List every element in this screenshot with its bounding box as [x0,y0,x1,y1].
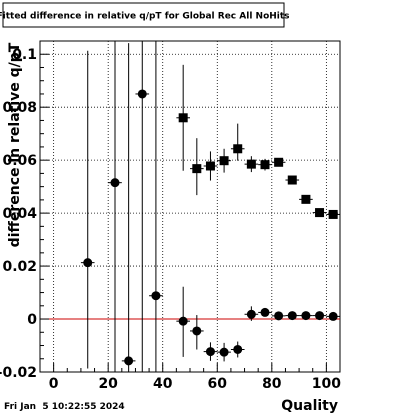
plot-frame [39,40,341,373]
y-ticks: -0.02 0 0.02 0.04 0.06 0.08 0.1 [0,40,49,381]
data-point-circle [233,344,243,354]
y-axis-title: difference in relative q/pT [7,42,23,247]
data-markers [83,89,338,366]
x-axis-title: Quality [281,398,338,414]
data-point-square [178,113,188,123]
data-point-square [233,144,243,154]
y-tick-label: 0 [27,312,37,328]
data-point-square [192,164,202,174]
data-point-circle [205,347,215,357]
x-tick-label: 20 [98,376,118,392]
y-tick-label: -0.02 [0,365,37,381]
y-tick-label: 0.06 [2,153,37,169]
y-tick-label: 0.04 [2,206,37,222]
y-tick-label: 0.08 [2,100,37,116]
data-point-square [301,194,311,204]
data-point-square [260,160,270,170]
y-tick-label: 0.02 [2,259,37,275]
data-point-circle [301,311,311,321]
x-tick-label: 60 [208,376,228,392]
data-point-circle [219,347,229,357]
data-point-circle [287,311,297,321]
chart-title: Fitted difference in relative q/pT for G… [0,12,290,22]
data-point-circle [137,89,147,99]
timestamp: Fri Jan 5 10:22:55 2024 [4,402,125,412]
data-point-square [287,175,297,185]
y-tick-label: 0.1 [12,47,37,63]
data-point-circle [110,178,120,188]
data-point-square [246,159,256,169]
data-point-circle [246,309,256,319]
error-bars [80,41,340,372]
x-ticks: 0 20 40 60 80 100 [49,363,341,392]
data-point-circle [83,258,93,268]
title-box: Fitted difference in relative q/pT for G… [0,2,290,28]
data-point-square [315,208,325,218]
data-point-circle [315,311,325,321]
grid [40,41,340,373]
data-point-circle [124,356,134,366]
data-point-circle [192,326,202,336]
data-point-circle [260,307,270,317]
x-tick-label: 40 [153,376,173,392]
data-point-circle [274,311,284,321]
x-tick-label: 80 [262,376,282,392]
x-tick-label: 100 [312,376,341,392]
data-point-square [205,161,215,171]
data-point-circle [178,316,188,326]
x-tick-label: 0 [49,376,59,392]
data-point-circle [151,291,161,301]
data-point-square [219,156,229,166]
data-point-square [274,157,284,167]
data-point-circle [328,311,338,321]
data-point-square [328,209,338,219]
